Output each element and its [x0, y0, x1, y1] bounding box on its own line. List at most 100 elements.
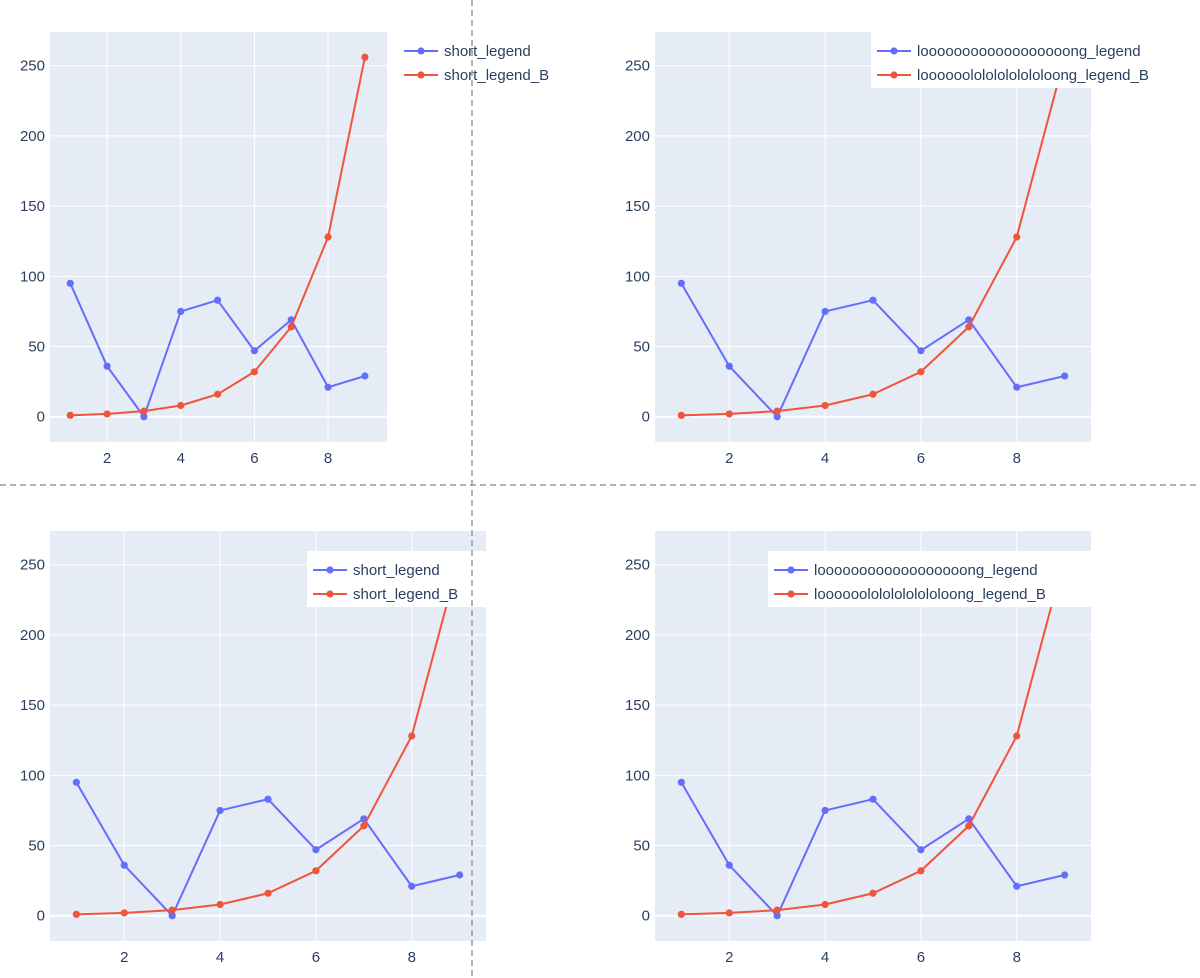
data-point	[361, 372, 369, 380]
y-tick-label: 150	[625, 697, 650, 714]
y-tick-label: 50	[28, 838, 45, 855]
data-point	[66, 411, 74, 419]
data-point	[312, 846, 320, 854]
data-point	[917, 347, 925, 355]
y-tick-label: 0	[642, 908, 650, 925]
y-tick-label: 50	[633, 339, 650, 356]
x-tick-label: 2	[120, 949, 128, 966]
legend: loooooooooooooooooong_legend loooooololol…	[871, 32, 1193, 88]
x-tick-label: 6	[917, 949, 925, 966]
y-tick-label: 250	[625, 58, 650, 75]
y-tick-label: 50	[28, 339, 45, 356]
data-point	[408, 732, 416, 740]
x-tick-label: 8	[1013, 450, 1021, 467]
y-tick-label: 0	[642, 409, 650, 426]
legend-swatch-marker	[326, 590, 334, 598]
legend: short_legend short_legend_B	[307, 551, 486, 607]
data-point	[264, 795, 272, 803]
data-point	[869, 296, 877, 304]
x-tick-label: 8	[1013, 949, 1021, 966]
legend-label: loooooooooooooooooong_legend	[814, 562, 1038, 579]
data-point	[821, 401, 829, 410]
chart-panel-top-right: 0 50 100 150 200 250 2 4 6 8 loooooooooooooooooong…	[625, 32, 1193, 467]
x-tick-label: 6	[917, 450, 925, 467]
y-tick-label: 150	[20, 697, 45, 714]
data-point	[1013, 882, 1021, 890]
x-tick-label: 6	[312, 949, 320, 966]
data-point	[725, 410, 733, 418]
data-point	[120, 909, 128, 917]
data-point	[917, 867, 925, 875]
data-point	[1013, 732, 1021, 740]
legend-label: short_legend	[444, 43, 531, 60]
data-point	[773, 407, 781, 415]
data-point	[1061, 871, 1069, 879]
y-tick-label: 250	[20, 557, 45, 574]
legend-label: short_legend	[353, 562, 440, 579]
data-point	[216, 900, 224, 909]
y-tick-label: 100	[625, 268, 650, 285]
legend-label: loooooolololololololoong_legend_B	[814, 586, 1046, 603]
data-point	[917, 368, 925, 376]
data-point	[287, 323, 295, 331]
data-point	[677, 411, 685, 419]
data-point	[1013, 383, 1021, 391]
data-point	[66, 279, 74, 287]
x-tick-label: 2	[725, 450, 733, 467]
data-point	[360, 822, 368, 830]
legend-swatch-marker	[787, 566, 795, 574]
y-tick-label: 150	[625, 198, 650, 215]
data-point	[1061, 372, 1069, 380]
data-point	[312, 867, 320, 875]
data-point	[168, 912, 176, 920]
data-point	[120, 861, 128, 869]
y-tick-label: 200	[20, 627, 45, 644]
plot-area	[50, 32, 387, 442]
data-point	[408, 882, 416, 890]
series-group	[66, 53, 369, 421]
x-tick-label: 2	[103, 450, 111, 467]
data-point	[773, 912, 781, 920]
legend-background	[768, 551, 1091, 607]
series-group	[677, 53, 1069, 421]
data-point	[965, 323, 973, 331]
data-point	[72, 910, 80, 918]
data-point	[324, 233, 332, 241]
legend: loooooooooooooooooong_legend loooooololol…	[768, 551, 1091, 607]
data-point	[677, 279, 685, 287]
data-point	[103, 362, 111, 370]
x-tick-label: 4	[216, 949, 224, 966]
data-point	[773, 413, 781, 421]
legend-label: loooooolololololololoong_legend_B	[917, 67, 1149, 84]
data-point	[140, 413, 148, 421]
data-point	[821, 900, 829, 909]
chart-panel-bottom-right: 0 50 100 150 200 250 2 4 6 8 loooooooooooooooooong…	[625, 531, 1091, 966]
data-point	[361, 53, 369, 61]
data-point	[965, 822, 973, 830]
y-tick-label: 200	[20, 128, 45, 145]
y-tick-label: 0	[37, 908, 45, 925]
legend-swatch-marker	[890, 71, 898, 79]
data-point	[725, 362, 733, 370]
data-point	[725, 909, 733, 917]
y-tick-label: 100	[20, 268, 45, 285]
x-tick-label: 4	[821, 450, 829, 467]
legend-swatch-marker	[890, 47, 898, 55]
legend: short_legend short_legend_B	[404, 43, 549, 84]
data-point	[917, 846, 925, 854]
data-point	[821, 307, 829, 316]
x-tick-label: 6	[250, 450, 258, 467]
y-tick-label: 150	[20, 198, 45, 215]
data-point	[821, 806, 829, 815]
legend-swatch-marker	[417, 47, 425, 55]
y-tick-label: 250	[625, 557, 650, 574]
y-tick-label: 250	[20, 58, 45, 75]
data-point	[177, 401, 185, 410]
y-tick-label: 200	[625, 627, 650, 644]
data-point	[869, 889, 877, 897]
series-group	[72, 552, 464, 920]
